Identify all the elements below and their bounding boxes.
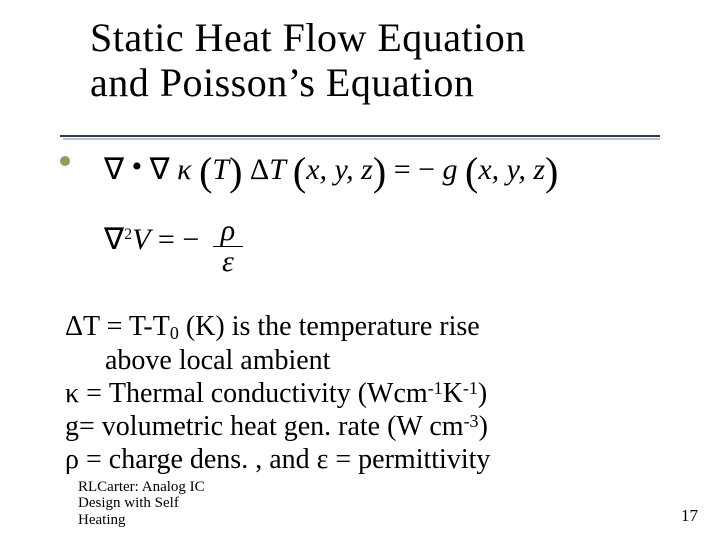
equation-heat-flow: ∇ • ∇ κ (T) ΔT (x, y, z) = − g (x, y, z) xyxy=(104,148,558,195)
footer-credit: RLCarter: Analog IC Design with Self Hea… xyxy=(78,479,205,529)
page-number: 17 xyxy=(681,506,698,526)
slide-title: Static Heat Flow Equation and Poisson’s … xyxy=(90,16,526,106)
title-line-2: and Poisson’s Equation xyxy=(90,60,474,105)
equation-poisson: ∇2V = − ρ ε xyxy=(104,216,243,277)
title-line-1: Static Heat Flow Equation xyxy=(90,15,526,60)
title-underline xyxy=(60,135,660,137)
body-text: ΔT = T-T0 (K) is the temperature rise ab… xyxy=(65,310,670,476)
bullet-icon xyxy=(60,156,70,166)
